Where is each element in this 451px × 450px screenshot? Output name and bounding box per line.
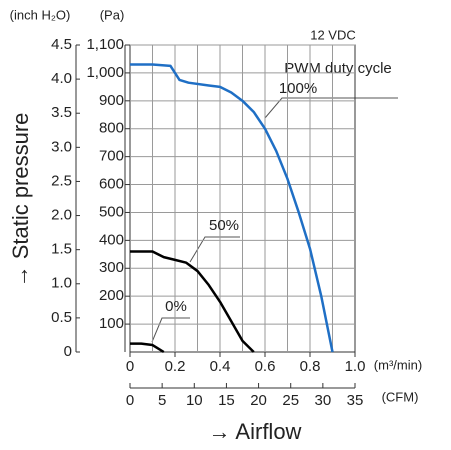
voltage-label: 12 VDC xyxy=(310,27,356,42)
series-label: 0% xyxy=(165,298,187,315)
y-tick-label: 100 xyxy=(99,315,124,332)
x2-tick-label: 10 xyxy=(186,392,203,409)
y2-unit: (inch H₂O) xyxy=(10,7,71,22)
y-tick-label: 200 xyxy=(99,287,124,304)
y-tick-label: 300 xyxy=(99,259,124,276)
curve xyxy=(130,342,165,354)
x-tick-label: 0.6 xyxy=(255,358,276,375)
y-tick-label: 1,000 xyxy=(86,64,124,81)
y2-tick-label: 2.5 xyxy=(51,172,72,189)
x2-tick-label: 20 xyxy=(250,392,267,409)
y2-tick-label: 1.5 xyxy=(51,241,72,258)
x2-tick-label: 35 xyxy=(347,392,364,409)
series-label: 100% xyxy=(279,80,317,97)
y2-tick-label: 1.0 xyxy=(51,275,72,292)
x2-tick-label: 25 xyxy=(282,392,299,409)
x2-tick-label: 0 xyxy=(126,392,134,409)
y2-tick-label: 0 xyxy=(64,343,72,360)
y2-tick-label: 4.5 xyxy=(51,36,72,53)
y-tick-label: 500 xyxy=(99,203,124,220)
y2-tick-label: 3.5 xyxy=(51,104,72,121)
x-tick-label: 0.8 xyxy=(300,358,321,375)
x2-tick-label: 5 xyxy=(158,392,166,409)
y2-tick-label: 0.5 xyxy=(51,309,72,326)
curve xyxy=(130,250,255,353)
y-unit: (Pa) xyxy=(100,7,125,22)
leader-line xyxy=(151,317,190,343)
y-tick-label: 600 xyxy=(99,176,124,193)
x-tick-label: 0.4 xyxy=(210,358,231,375)
y-tick-label: 400 xyxy=(99,231,124,248)
curve xyxy=(130,63,334,353)
x-unit: (m³/min) xyxy=(374,357,422,372)
y2-tick-label: 4.0 xyxy=(51,70,72,87)
leader-line xyxy=(189,236,240,263)
series-label: 50% xyxy=(209,217,239,234)
x2-tick-label: 30 xyxy=(315,392,332,409)
x-tick-label: 1.0 xyxy=(345,358,366,375)
y-tick-label: 800 xyxy=(99,120,124,137)
x-tick-label: 0 xyxy=(126,358,134,375)
y-tick-label: 900 xyxy=(99,92,124,109)
leader-line xyxy=(264,97,398,119)
y2-tick-label: 3.0 xyxy=(51,138,72,155)
x2-tick-label: 15 xyxy=(218,392,235,409)
y-tick-label: 700 xyxy=(99,148,124,165)
y-title: → Static pressure xyxy=(8,113,33,288)
legend-title: PWM duty cycle xyxy=(284,60,392,77)
x-tick-label: 0.2 xyxy=(165,358,186,375)
y2-tick-label: 2.0 xyxy=(51,207,72,224)
x-title: → Airflow xyxy=(209,419,302,444)
x2-unit: (CFM) xyxy=(382,389,419,404)
y-tick-label: 1,100 xyxy=(86,36,124,53)
